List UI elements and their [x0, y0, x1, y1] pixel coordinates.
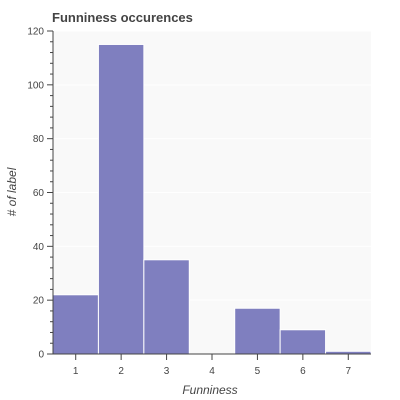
x-tick-label: 6: [300, 366, 306, 377]
y-tick-label: 120: [27, 27, 44, 38]
y-tick-label: 0: [38, 350, 44, 361]
y-tick-label: 20: [33, 296, 45, 307]
bar-1: [52, 294, 99, 355]
bar-2: [97, 43, 145, 355]
y-tick-label: 60: [33, 188, 45, 199]
x-tick-label: 2: [118, 366, 124, 377]
bar-6: [279, 329, 327, 355]
x-tick-label: 3: [164, 366, 170, 377]
y-tick-label: 100: [27, 80, 44, 91]
y-axis-label: # of label: [5, 167, 19, 216]
y-tick-label: 40: [33, 242, 45, 253]
x-tick-label: 5: [255, 366, 261, 377]
x-axis: 1 2 3 4 5 6 7: [53, 353, 371, 377]
y-axis: 0 20 40 60 80 100 120: [27, 27, 54, 361]
x-tick-label: 1: [73, 366, 79, 377]
x-axis-label: Funniness: [182, 383, 237, 397]
bar-3: [143, 259, 190, 355]
y-tick-label: 80: [33, 134, 45, 145]
x-tick-label: 7: [346, 366, 352, 377]
chart-title: Funniness occurences: [52, 10, 193, 25]
x-tick-label: 4: [209, 366, 215, 377]
bar-5: [234, 307, 281, 355]
